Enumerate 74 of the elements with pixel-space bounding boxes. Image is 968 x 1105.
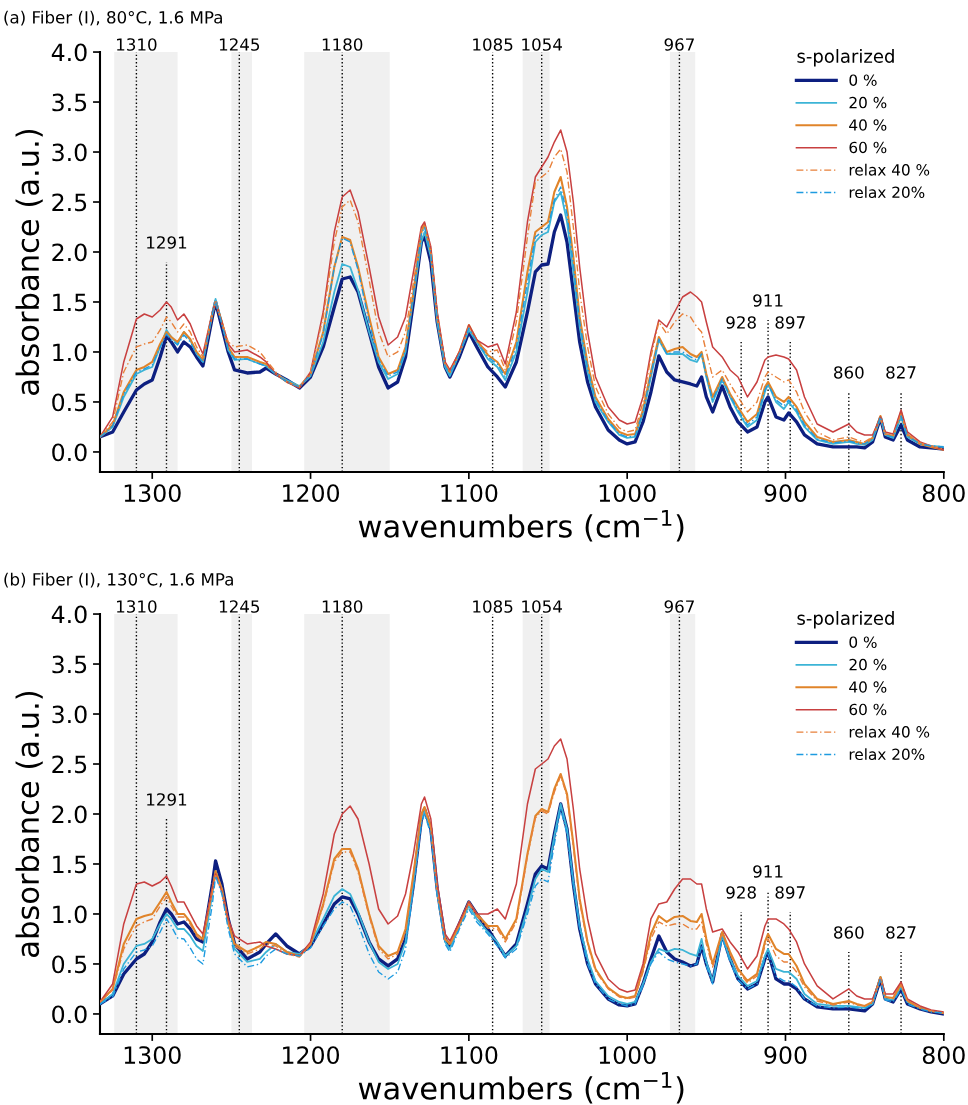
legend-label: 0 % — [849, 636, 877, 648]
ref-line-label: 827 — [886, 366, 916, 379]
ref-line-label: 1180 — [322, 38, 363, 51]
legend-label: 40 % — [849, 681, 887, 693]
legend-label: 60 % — [849, 141, 887, 154]
x-tick-label: 1000 — [599, 1046, 656, 1065]
y-tick-label: 3.5 — [52, 655, 87, 674]
ref-line-label: 1085 — [473, 38, 513, 51]
x-tick-label: 1100 — [441, 1046, 498, 1065]
y-tick-label: 3.0 — [52, 143, 87, 162]
legend-label: relax 40 % — [849, 163, 930, 176]
legend-label: 0 % — [849, 74, 877, 86]
ref-line-label: 1054 — [522, 38, 562, 51]
y-tick-label: 1.5 — [53, 855, 87, 874]
y-tick-label: 1.5 — [53, 293, 87, 312]
ref-line-label: 1180 — [322, 600, 363, 613]
y-tick-label: 3.0 — [52, 705, 87, 724]
x-tick-label: 900 — [764, 1046, 807, 1065]
ref-line-label: 1291 — [147, 793, 187, 806]
y-tick-label: 0.0 — [52, 443, 87, 462]
legend-label: relax 20% — [849, 186, 925, 199]
ref-line-label: 860 — [834, 926, 864, 939]
ref-line-label: 911 — [753, 294, 783, 307]
x-tick-label: 1200 — [283, 484, 340, 503]
ref-line-label: 1085 — [473, 600, 513, 613]
legend-label: 20 % — [849, 96, 887, 109]
y-axis-title: absorbance (a.u.) — [15, 691, 43, 957]
ref-line-label: 967 — [664, 38, 694, 51]
y-axis-title: absorbance (a.u.) — [15, 129, 43, 395]
x-tick-label: 1000 — [599, 484, 656, 503]
y-tick-label: 4.0 — [51, 43, 87, 62]
x-tick-label: 900 — [764, 484, 807, 503]
x-tick-label: 1100 — [441, 484, 498, 503]
ref-line-label: 1291 — [147, 236, 187, 249]
x-tick-label: 1300 — [124, 484, 181, 503]
ref-line-label: 827 — [886, 926, 916, 939]
legend-label: 40 % — [849, 119, 887, 131]
ref-line-label: 897 — [775, 886, 805, 899]
y-tick-label: 2.0 — [52, 243, 87, 262]
x-tick-label: 800 — [922, 484, 965, 503]
ref-line-label: 967 — [664, 600, 694, 613]
legend-label: 20 % — [849, 658, 887, 671]
x-axis-title: wavenumbers (cm$^{−1}$) — [358, 1072, 684, 1104]
chart-title: (a) Fiber (I), 80°C, 1.6 MPa — [4, 10, 222, 26]
ref-line-label: 1310 — [117, 38, 157, 51]
legend-label: 60 % — [849, 703, 887, 716]
ref-line-label: 911 — [753, 865, 783, 878]
y-tick-label: 2.5 — [52, 755, 87, 774]
legend-label: relax 20% — [849, 748, 925, 761]
x-axis-title: wavenumbers (cm$^{−1}$) — [358, 510, 684, 542]
legend-title: s-polarized — [797, 611, 894, 629]
x-tick-label: 800 — [922, 1046, 965, 1065]
y-tick-label: 4.0 — [51, 605, 87, 624]
ref-line-label: 1054 — [522, 600, 562, 613]
y-tick-label: 3.5 — [52, 93, 87, 112]
ref-line-label: 897 — [775, 316, 805, 329]
y-tick-label: 0.5 — [52, 955, 87, 974]
y-tick-label: 2.5 — [52, 193, 87, 212]
legend-title: s-polarized — [797, 49, 894, 67]
ref-line-label: 1245 — [219, 600, 260, 613]
y-tick-label: 2.0 — [52, 805, 87, 824]
ref-line-label: 1310 — [117, 600, 157, 613]
legend-label: relax 40 % — [849, 725, 930, 738]
x-tick-label: 1200 — [283, 1046, 340, 1065]
y-tick-label: 1.0 — [53, 343, 87, 362]
ref-line-label: 1245 — [219, 38, 260, 51]
ref-line-label: 928 — [726, 886, 756, 899]
y-tick-label: 0.5 — [52, 393, 87, 412]
y-tick-label: 0.0 — [52, 1005, 87, 1024]
ref-line-label: 860 — [834, 366, 864, 379]
y-tick-label: 1.0 — [53, 905, 87, 924]
chart-title: (b) Fiber (I), 130°C, 1.6 MPa — [4, 572, 233, 588]
ref-line-label: 928 — [726, 316, 756, 329]
x-tick-label: 1300 — [124, 1046, 181, 1065]
